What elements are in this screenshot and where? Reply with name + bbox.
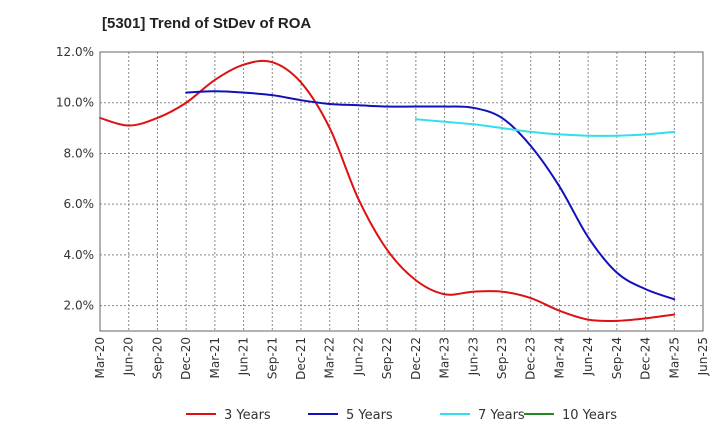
x-tick-label: Mar-22 — [323, 337, 337, 378]
x-tick-label: Dec-20 — [179, 337, 193, 380]
y-tick-label: 8.0% — [64, 146, 95, 160]
y-tick-label: 2.0% — [64, 299, 95, 313]
series-line-3-years — [99, 59, 676, 322]
legend-item: 3 Years — [186, 408, 271, 423]
series-line-5-years — [185, 90, 676, 301]
y-tick-label: 10.0% — [56, 96, 94, 110]
y-tick-label: 4.0% — [64, 248, 95, 262]
x-tick-label: Dec-23 — [524, 337, 538, 380]
x-tick-label: Sep-24 — [610, 337, 624, 379]
x-tick-label: Dec-22 — [409, 337, 423, 380]
series-line-7-years — [414, 118, 676, 137]
x-tick-label: Mar-20 — [93, 337, 107, 378]
legend-item: 10 Years — [524, 408, 617, 423]
x-tick-label: Jun-23 — [466, 337, 480, 376]
x-tick-label: Dec-24 — [639, 337, 653, 380]
x-tick-label: Sep-20 — [150, 337, 164, 379]
x-tick-label: Mar-25 — [667, 337, 681, 378]
y-tick-label: 6.0% — [64, 197, 95, 211]
x-tick-label: Jun-25 — [696, 337, 710, 376]
x-tick-label: Dec-21 — [294, 337, 308, 380]
plot-frame — [99, 51, 704, 332]
x-tick-label: Mar-23 — [438, 337, 452, 378]
legend-label: 3 Years — [224, 408, 271, 423]
x-tick-label: Sep-22 — [380, 337, 394, 379]
x-tick-label: Jun-21 — [237, 337, 251, 376]
x-tick-label: Mar-21 — [208, 337, 222, 378]
x-tick-label: Mar-24 — [552, 337, 566, 378]
x-tick-label: Jun-20 — [122, 337, 136, 376]
legend-item: 7 Years — [440, 408, 525, 423]
x-tick-label: Sep-23 — [495, 337, 509, 379]
legend-label: 5 Years — [346, 408, 393, 423]
x-tick-label: Jun-22 — [351, 337, 365, 376]
x-tick-label: Jun-24 — [581, 337, 595, 376]
y-tick-label: 12.0% — [56, 45, 94, 59]
legend-label: 7 Years — [478, 408, 525, 423]
legend-item: 5 Years — [308, 408, 393, 423]
chart-title: [5301] Trend of StDev of ROA — [102, 15, 312, 32]
legend-label: 10 Years — [562, 408, 617, 423]
x-tick-label: Sep-21 — [265, 337, 279, 379]
